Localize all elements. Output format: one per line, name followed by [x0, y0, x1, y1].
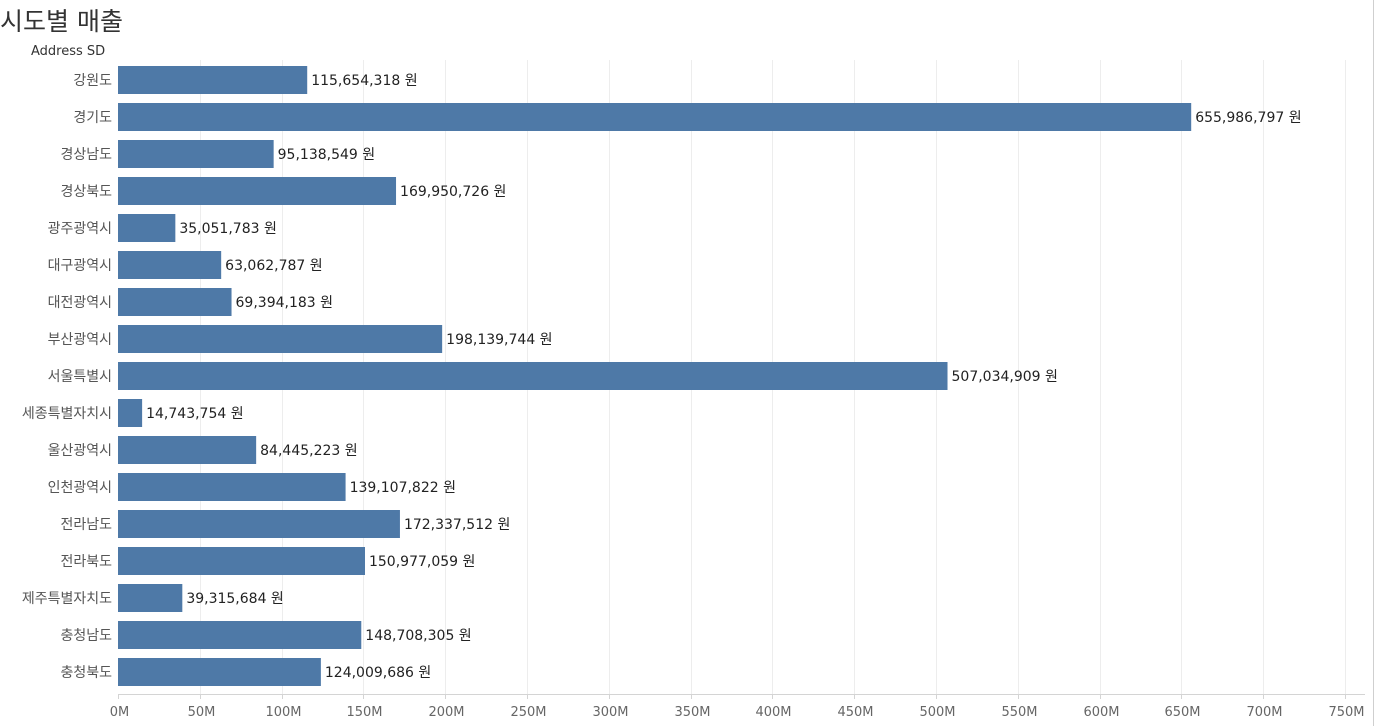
x-tick-label: 50M: [188, 705, 216, 720]
category-label: 세종특별자치시: [22, 406, 112, 422]
x-tick-label: 600M: [1083, 705, 1119, 720]
bars: [118, 66, 1192, 686]
x-tick-label: 100M: [265, 705, 301, 720]
category-label: 울산광역시: [48, 443, 112, 459]
x-tick-label: 550M: [1001, 705, 1037, 720]
category-label: 경상남도: [60, 147, 112, 163]
category-label: 광주광역시: [48, 221, 112, 237]
chart-title: 시도별 매출: [0, 7, 123, 36]
bar-value-label: 148,708,305 원: [365, 628, 471, 644]
bar[interactable]: [118, 547, 365, 575]
bar-value-label: 655,986,797 원: [1195, 110, 1301, 126]
bar[interactable]: [118, 473, 346, 501]
bar[interactable]: [118, 658, 321, 686]
bar[interactable]: [118, 362, 948, 390]
bar-value-label: 198,139,744 원: [446, 332, 552, 348]
category-label: 충청북도: [60, 665, 112, 681]
bar-value-label: 39,315,684 원: [186, 591, 284, 607]
bar-value-label: 150,977,059 원: [369, 554, 475, 570]
category-label: 경상북도: [60, 184, 112, 200]
bar[interactable]: [118, 325, 443, 353]
category-label: 서울특별시: [48, 369, 112, 385]
category-label: 인천광역시: [48, 480, 112, 496]
category-label: 대전광역시: [48, 295, 112, 311]
x-tick-label: 750M: [1328, 705, 1364, 720]
value-labels: 115,654,318 원 655,986,797 원 95,138,549 원 16…: [146, 73, 1301, 681]
category-label: 강원도: [73, 73, 112, 89]
x-axis: 0M 50M 100M 150M 200M 250M 300M 350M 400M 450M 500…: [110, 694, 1365, 720]
x-tick-label: 0M: [110, 705, 130, 720]
x-tick-label: 250M: [510, 705, 546, 720]
bar[interactable]: [118, 103, 1192, 131]
bar-value-label: 95,138,549 원: [278, 147, 376, 163]
pane-divider: [1373, 0, 1374, 726]
category-label: 전라북도: [60, 554, 112, 570]
bar-value-label: 139,107,822 원: [350, 480, 456, 496]
bar[interactable]: [118, 436, 257, 464]
bar[interactable]: [118, 214, 176, 242]
category-label: 전라남도: [60, 517, 112, 533]
x-tick-label: 500M: [919, 705, 955, 720]
category-label: 충청남도: [60, 628, 112, 644]
bar[interactable]: [118, 177, 397, 205]
category-label: 제주특별자치도: [22, 591, 112, 607]
bar-value-label: 169,950,726 원: [400, 184, 506, 200]
bar-value-label: 172,337,512 원: [404, 517, 510, 533]
x-tick-label: 450M: [837, 705, 873, 720]
bar[interactable]: [118, 399, 143, 427]
x-tick-label: 300M: [592, 705, 628, 720]
bar[interactable]: [118, 621, 362, 649]
bar[interactable]: [118, 140, 274, 168]
x-tick-label: 400M: [755, 705, 791, 720]
bar[interactable]: [118, 584, 183, 612]
x-tick-label: 700M: [1246, 705, 1282, 720]
bar[interactable]: [118, 251, 222, 279]
category-labels: 강원도경기도경상남도경상북도광주광역시대구광역시대전광역시부산광역시서울특별시세…: [22, 73, 112, 681]
x-tick-label: 650M: [1164, 705, 1200, 720]
x-tick-label: 150M: [346, 705, 382, 720]
bar[interactable]: [118, 66, 308, 94]
bar-value-label: 124,009,686 원: [325, 665, 431, 681]
x-tick-label: 200M: [428, 705, 464, 720]
category-label: 대구광역시: [48, 258, 112, 274]
bar-value-label: 115,654,318 원: [311, 73, 417, 89]
category-label: 경기도: [73, 110, 112, 126]
bar[interactable]: [118, 288, 232, 316]
bar[interactable]: [118, 510, 400, 538]
dimension-header: Address SD: [31, 44, 106, 59]
bar-value-label: 507,034,909 원: [952, 369, 1058, 385]
bar-value-label: 35,051,783 원: [179, 221, 277, 237]
bar-value-label: 69,394,183 원: [236, 295, 333, 311]
bar-value-label: 84,445,223 원: [260, 443, 358, 459]
x-tick-label: 350M: [674, 705, 710, 720]
bar-value-label: 14,743,754 원: [146, 406, 244, 422]
category-label: 부산광역시: [48, 332, 112, 348]
bar-value-label: 63,062,787 원: [225, 258, 323, 274]
